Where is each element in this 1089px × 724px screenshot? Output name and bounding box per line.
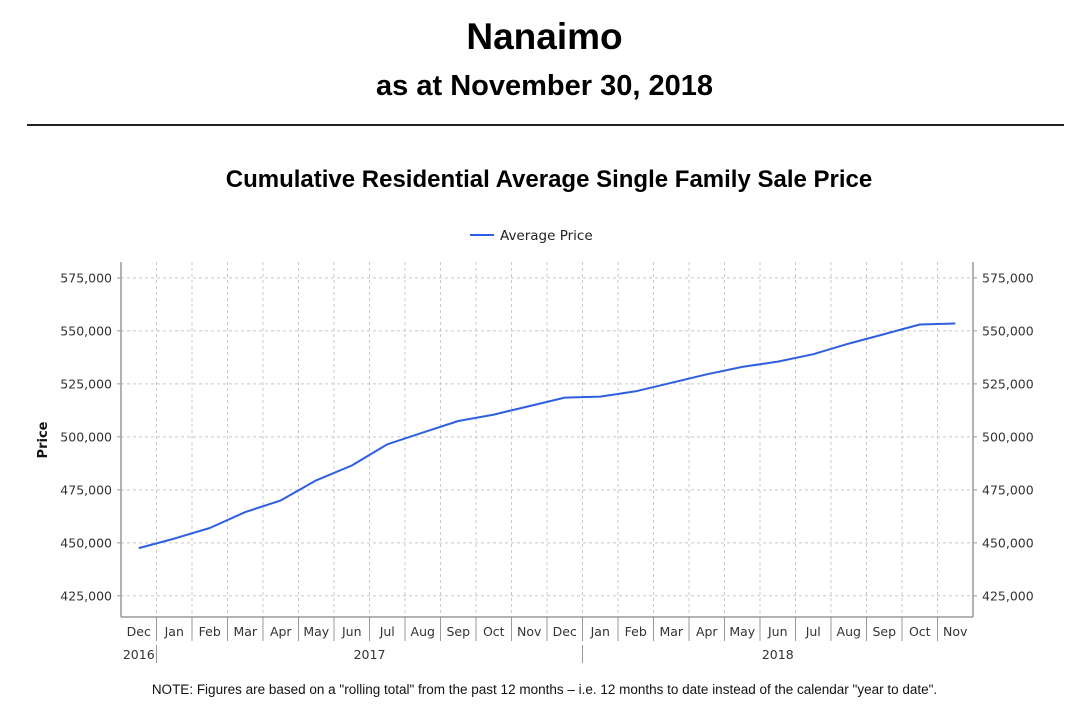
y-tick-label-left: 575,000 bbox=[60, 270, 112, 285]
x-tick-label: Mar bbox=[233, 624, 257, 639]
series-line-average-price bbox=[138, 322, 956, 550]
x-tick-label: Dec bbox=[127, 624, 151, 639]
y-tick-label-right: 525,000 bbox=[982, 376, 1034, 391]
legend-label-average-price: Average Price bbox=[500, 228, 593, 244]
axes: 425,000 425,000 450,000 450,000 475,000 475,0… bbox=[60, 262, 1034, 663]
x-tick-label: May bbox=[729, 624, 755, 639]
x-tick-label: Aug bbox=[411, 624, 435, 639]
x-tick-label: Nov bbox=[943, 624, 968, 639]
y-tick-label-right: 550,000 bbox=[982, 323, 1034, 338]
y-tick-label-right: 450,000 bbox=[982, 535, 1034, 550]
x-tick-label: Jul bbox=[379, 624, 395, 639]
legend: Average Price bbox=[470, 228, 593, 244]
x-tick-label: Jul bbox=[805, 624, 821, 639]
x-tick-label: Dec bbox=[553, 624, 577, 639]
header-divider bbox=[27, 124, 1064, 126]
x-tick-label: Jan bbox=[590, 624, 610, 639]
chart-title: Cumulative Residential Average Single Fa… bbox=[225, 166, 873, 193]
x-year-label: 2016 bbox=[123, 647, 155, 662]
grid bbox=[121, 262, 973, 617]
x-tick-label: Apr bbox=[696, 624, 718, 639]
y-tick-label-left: 500,000 bbox=[60, 429, 112, 444]
x-tick-label: Apr bbox=[270, 624, 292, 639]
y-tick-label-left: 550,000 bbox=[60, 323, 112, 338]
x-tick-label: Sep bbox=[446, 624, 470, 639]
x-tick-label: Feb bbox=[199, 624, 221, 639]
y-tick-label-right: 575,000 bbox=[982, 270, 1034, 285]
y-tick-label-right: 500,000 bbox=[982, 429, 1034, 444]
x-tick-label: Oct bbox=[483, 624, 505, 639]
x-tick-label: Jun bbox=[767, 624, 788, 639]
page-title: Nanaimo bbox=[466, 16, 623, 57]
x-tick-label: Jan bbox=[164, 624, 184, 639]
footnote: NOTE: Figures are based on a "rolling to… bbox=[151, 682, 938, 697]
x-year-label: 2017 bbox=[354, 647, 386, 662]
y-tick-label-left: 525,000 bbox=[60, 376, 112, 391]
x-tick-label: Aug bbox=[837, 624, 861, 639]
x-year-label: 2018 bbox=[762, 647, 794, 662]
y-tick-label-left: 475,000 bbox=[60, 482, 112, 497]
x-tick-label: May bbox=[303, 624, 329, 639]
y-axis-title: Price bbox=[36, 421, 51, 458]
y-tick-label-right: 425,000 bbox=[982, 588, 1034, 603]
series-layer bbox=[138, 322, 956, 550]
y-tick-label-right: 475,000 bbox=[982, 482, 1034, 497]
x-tick-label: Mar bbox=[659, 624, 683, 639]
x-tick-label: Sep bbox=[872, 624, 896, 639]
y-tick-label-left: 425,000 bbox=[60, 588, 112, 603]
y-tick-label-left: 450,000 bbox=[60, 535, 112, 550]
x-tick-label: Feb bbox=[625, 624, 647, 639]
x-tick-label: Nov bbox=[517, 624, 542, 639]
x-tick-label: Jun bbox=[341, 624, 362, 639]
page-subtitle: as at November 30, 2018 bbox=[376, 70, 713, 102]
x-tick-label: Oct bbox=[909, 624, 931, 639]
